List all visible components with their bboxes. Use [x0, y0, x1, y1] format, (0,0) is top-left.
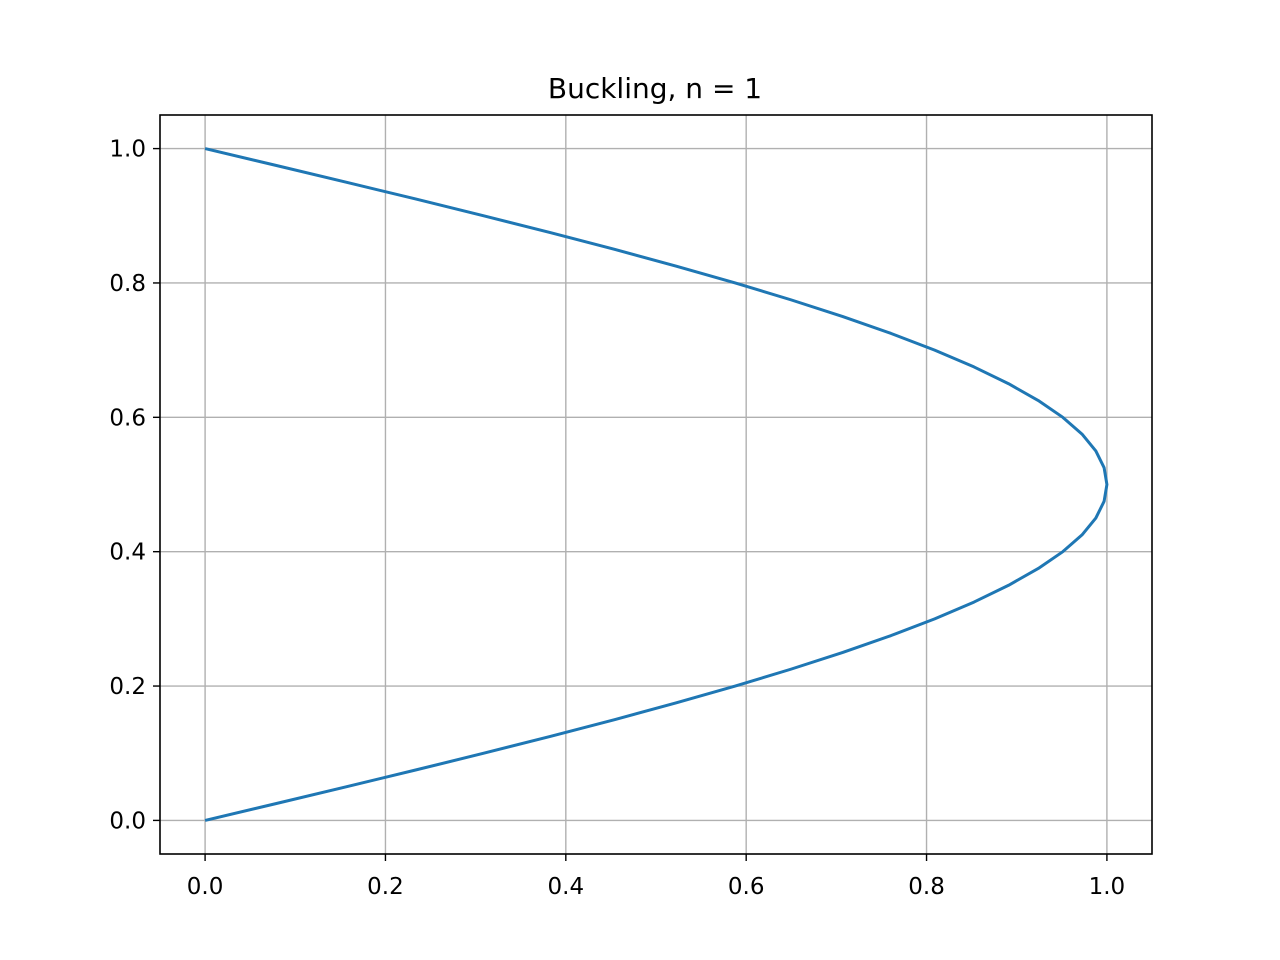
grid-layer [160, 115, 1152, 854]
series-layer [204, 147, 1109, 822]
x-tick-label: 0.0 [187, 874, 224, 900]
series-line [204, 147, 1109, 822]
y-tick-label: 1.0 [109, 137, 146, 163]
x-tick-label: 0.4 [548, 874, 585, 900]
x-tick-label: 1.0 [1089, 874, 1126, 900]
x-tick-label: 0.6 [728, 874, 765, 900]
y-tick-label: 0.6 [109, 405, 146, 431]
chart-title: Buckling, n = 1 [548, 72, 762, 105]
y-tick-label: 0.0 [109, 808, 146, 834]
y-tick-label: 0.4 [109, 540, 146, 566]
y-tick-label: 0.8 [109, 271, 146, 297]
y-tick-label: 0.2 [109, 674, 146, 700]
x-tick-label: 0.8 [908, 874, 945, 900]
x-tick-label: 0.2 [367, 874, 404, 900]
tick-layer: 0.0 0.2 0.4 0.6 0.8 1.0 0.0 0.2 0.4 0.6 0.8 1.0 [109, 137, 1125, 900]
axes-frame [159, 114, 1153, 855]
